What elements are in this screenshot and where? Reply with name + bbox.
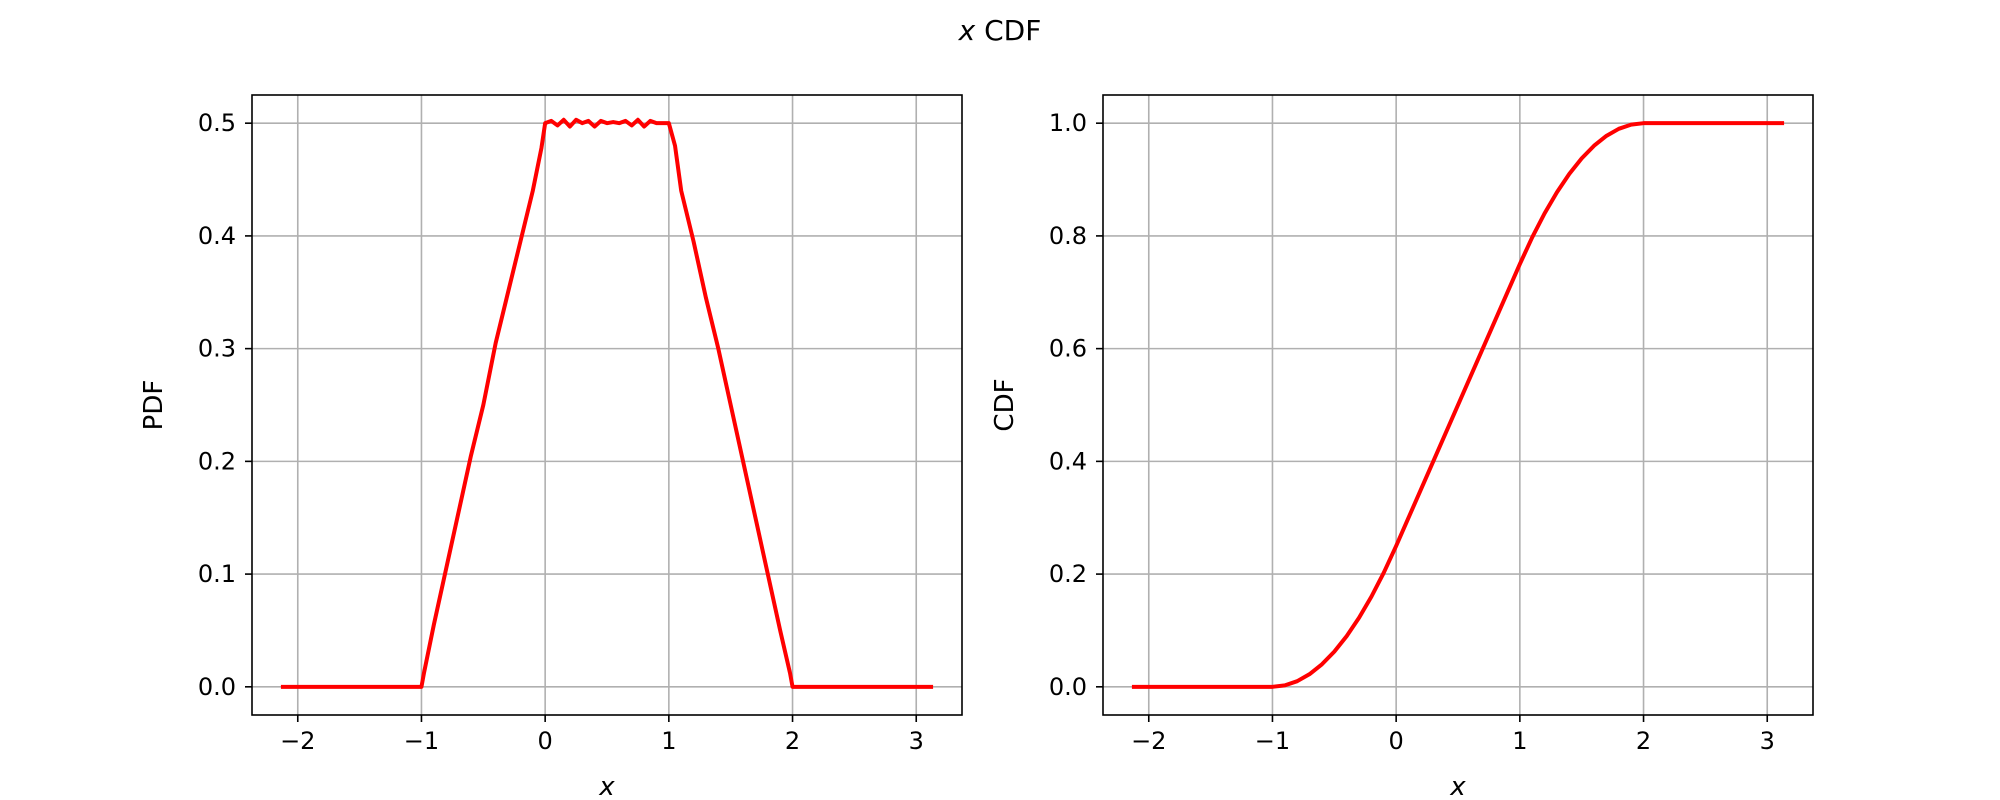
y-tick-label: 0.0 xyxy=(1049,673,1087,701)
y-tick-label: 0.5 xyxy=(198,109,236,137)
axes-frame xyxy=(1102,94,1814,716)
suptitle-variable: x xyxy=(958,14,976,47)
y-axis-label: PDF xyxy=(139,380,169,431)
series-line-0 xyxy=(1131,121,1785,689)
cdf-subplot: −2 −1 0 1 2 3 0.0 0.2 0.4 0.6 0.8 1.0 x CDF xyxy=(990,94,1814,800)
y-tick-label: 0.3 xyxy=(198,335,236,363)
x-tick-label: 1 xyxy=(1512,727,1527,755)
y-tick-label: 0.4 xyxy=(198,222,236,250)
y-tick-label: 0.1 xyxy=(198,560,236,588)
y-axis-label: CDF xyxy=(990,378,1020,431)
pdf-subplot: −2 −1 0 1 2 3 0.0 0.1 0.2 0.3 0.4 0.5 x PDF xyxy=(139,94,963,800)
x-tick-label: −1 xyxy=(1255,727,1290,755)
y-tick-label: 0.8 xyxy=(1049,222,1087,250)
x-tick-label: 3 xyxy=(1760,727,1775,755)
series-line-0 xyxy=(280,117,934,689)
suptitle-text: CDF xyxy=(975,14,1041,47)
x-tick-label: 0 xyxy=(538,727,553,755)
x-tick-label: −2 xyxy=(280,727,315,755)
y-tick-label: 0.6 xyxy=(1049,335,1087,363)
y-tick-label: 0.4 xyxy=(1049,447,1087,475)
x-tick-label: 2 xyxy=(785,727,800,755)
y-tick-label: 1.0 xyxy=(1049,109,1087,137)
x-tick-label: 3 xyxy=(909,727,924,755)
figure-suptitle: x CDF xyxy=(958,14,1042,47)
axes-frame xyxy=(251,94,963,716)
x-tick-label: 0 xyxy=(1389,727,1404,755)
x-axis-label: x xyxy=(1449,772,1466,800)
x-tick-label: 2 xyxy=(1636,727,1651,755)
y-tick-label: 0.2 xyxy=(198,447,236,475)
x-tick-label: −2 xyxy=(1131,727,1166,755)
x-tick-label: −1 xyxy=(404,727,439,755)
y-tick-label: 0.0 xyxy=(198,673,236,701)
x-tick-label: 1 xyxy=(661,727,676,755)
y-tick-label: 0.2 xyxy=(1049,560,1087,588)
x-axis-label: x xyxy=(598,772,615,800)
